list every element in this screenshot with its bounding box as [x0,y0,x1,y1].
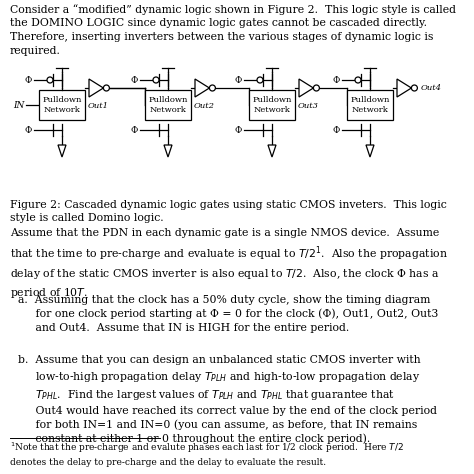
Polygon shape [397,79,411,97]
Text: Φ: Φ [25,126,32,135]
Circle shape [153,77,159,83]
Text: Out4: Out4 [420,84,441,92]
Circle shape [355,77,361,83]
Polygon shape [195,79,210,97]
Text: Out3: Out3 [298,102,319,110]
Text: IN: IN [14,100,25,109]
Polygon shape [366,145,374,157]
Bar [347,90,393,120]
Polygon shape [89,79,103,97]
Text: Figure 2: Cascaded dynamic logic gates using static CMOS inveters.  This logic
s: Figure 2: Cascaded dynamic logic gates u… [10,200,447,223]
Text: Pulldown
Network: Pulldown Network [252,96,292,114]
Circle shape [313,85,319,91]
Text: Consider a “modified” dynamic logic shown in Figure 2.  This logic style is call: Consider a “modified” dynamic logic show… [10,4,456,55]
Text: b.  Assume that you can design an unbalanced static CMOS inverter with
     low-: b. Assume that you can design an unbalan… [18,355,437,445]
Text: $^1$Note that the pre-charge and evalute phases each last for 1/2 clock period. : $^1$Note that the pre-charge and evalute… [10,441,404,467]
Text: Pulldown
Network: Pulldown Network [42,96,82,114]
Text: Pulldown
Network: Pulldown Network [148,96,188,114]
Text: Pulldown
Network: Pulldown Network [350,96,390,114]
Text: Φ: Φ [25,75,32,84]
Text: Φ: Φ [131,75,138,84]
Polygon shape [299,79,313,97]
Polygon shape [58,145,66,157]
Circle shape [210,85,215,91]
Text: Φ: Φ [333,126,340,135]
Text: Φ: Φ [235,75,242,84]
Text: Out2: Out2 [194,102,215,110]
Text: Assume that the PDN in each dynamic gate is a single NMOS device.  Assume
that t: Assume that the PDN in each dynamic gate… [10,228,448,300]
Bar [249,90,295,120]
Circle shape [411,85,418,91]
Bar [39,90,85,120]
Text: a.  Assuming that the clock has a 50% duty cycle, show the timing diagram
     f: a. Assuming that the clock has a 50% dut… [18,295,438,333]
Polygon shape [164,145,172,157]
Circle shape [257,77,263,83]
Text: Out1: Out1 [88,102,109,110]
Circle shape [47,77,53,83]
Text: Φ: Φ [131,126,138,135]
Bar [145,90,191,120]
Text: Φ: Φ [333,75,340,84]
Text: Φ: Φ [235,126,242,135]
Polygon shape [268,145,276,157]
Circle shape [103,85,109,91]
